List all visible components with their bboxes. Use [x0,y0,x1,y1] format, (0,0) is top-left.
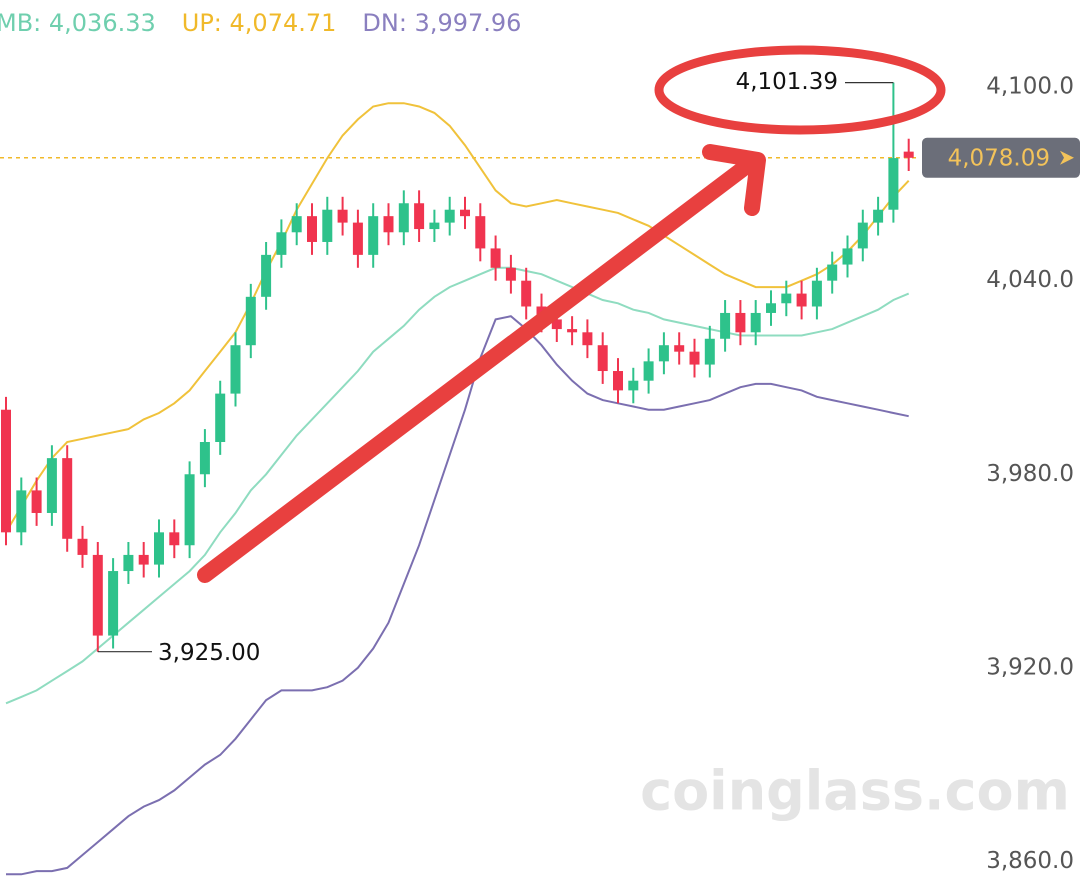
candle-body [857,222,868,249]
candle-body [521,280,532,307]
candle-body [261,254,272,297]
candle-body [842,248,853,265]
candle-body [123,554,134,572]
y-tick-label: 4,040.0 [986,267,1074,293]
candle-body [750,312,761,333]
candle-body [322,209,333,242]
candle-body [827,264,838,281]
legend-entry: UP: 4,074.71 [182,9,337,37]
candle-body [613,371,623,391]
candle-body [138,554,149,565]
candle-body [337,209,348,223]
band-line [5,266,910,705]
candle-body [1,409,11,533]
candle-body [199,442,210,475]
candle-body [352,222,363,255]
candle-body [184,474,195,546]
trend-arrow [197,157,756,583]
candle-body [444,209,455,223]
candle-body [291,216,302,233]
legend-entry: DN: 3,997.96 [362,9,521,37]
candle-body [245,296,256,346]
candle-body [215,393,226,442]
candle-body [551,319,562,330]
price-tag-arrow [1060,150,1074,165]
candle-body [720,312,731,339]
highlight-circle [654,45,946,135]
candle-body [230,345,241,394]
candle-body [383,216,394,233]
candle-body [643,361,654,381]
candle-body [766,303,776,313]
candle-body [628,380,639,391]
max-label: 4,101.39 [736,69,838,95]
candle-body [77,538,88,555]
candle-body [811,280,822,307]
band-line [6,315,909,876]
candle-body [154,532,164,565]
candle-body [398,203,409,233]
candle-body [31,490,42,513]
candle-body [567,329,578,333]
candle-body [92,554,103,636]
candle-body [704,338,715,365]
price-tag-label: 4,078.09 [948,145,1050,171]
candle-body [873,209,884,223]
candle-body [460,209,470,217]
candle-body [582,332,593,346]
candle-body [62,458,73,539]
candle-body [169,532,180,546]
candle-body [475,216,486,249]
candle-body [108,571,119,636]
candle-body [307,216,317,242]
y-tick-label: 3,860.0 [986,848,1074,874]
y-tick-label: 3,980.0 [986,461,1074,487]
candle-body [597,345,608,372]
candle-body [490,248,501,268]
price-tag [922,137,1080,178]
candle-body [276,232,287,255]
candle-body [414,203,425,230]
min-label: 3,925.00 [158,640,260,666]
candle-body [368,216,379,255]
candle-body [505,267,516,281]
candle-body [781,293,792,304]
candle-body [46,458,57,513]
candle-body [658,345,669,362]
y-tick-label: 3,920.0 [986,654,1074,680]
candle-body [888,158,899,210]
candle-body [16,490,27,533]
candle-body [735,312,746,333]
candle-body [903,151,914,158]
candle-body [429,222,440,230]
watermark: coinglass.com [640,760,1070,823]
candle-body [689,351,700,365]
band-line [5,102,910,533]
legend-entry: MB: 4,036.33 [0,9,156,37]
trend-arrow-head [702,144,766,216]
candle-body [796,293,807,307]
plot: 4,101.39 3,925.00 [0,69,920,876]
candle-body [674,345,685,352]
y-tick-label: 4,100.0 [986,74,1074,100]
